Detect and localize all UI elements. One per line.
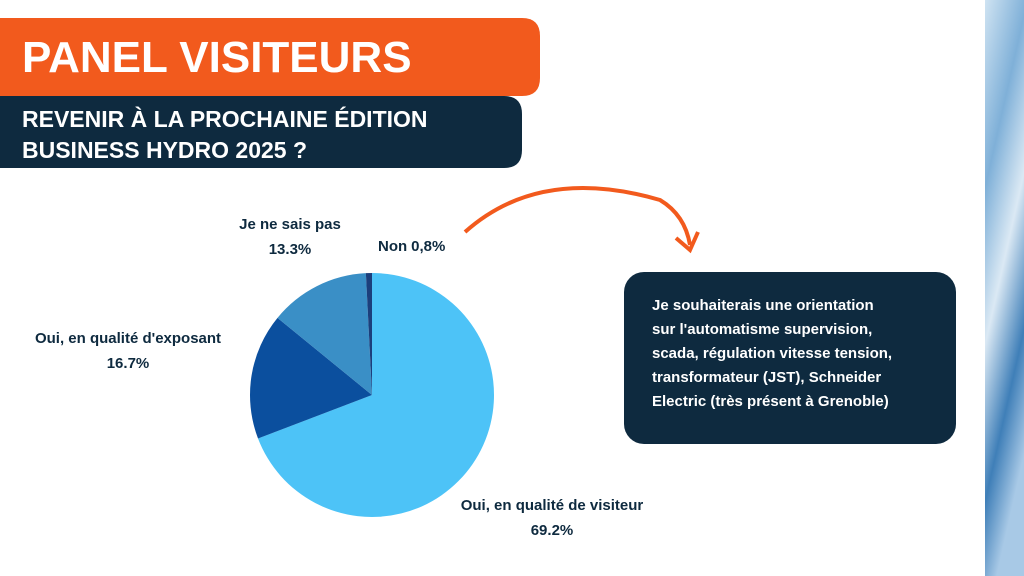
slice-label-group: Non 0,8% bbox=[378, 238, 445, 255]
slice-label: Oui, en qualité d'exposant bbox=[35, 330, 221, 347]
water-strip bbox=[985, 0, 1024, 576]
pie-slice bbox=[258, 273, 494, 517]
slice-label: Je ne sais pas bbox=[239, 216, 341, 233]
note-line: sur l'automatisme supervision, bbox=[652, 321, 872, 338]
subtitle: REVENIR À LA PROCHAINE ÉDITION bbox=[22, 105, 428, 132]
title-band bbox=[0, 18, 540, 96]
subtitle: BUSINESS HYDRO 2025 ? bbox=[22, 137, 307, 163]
arrow bbox=[463, 186, 692, 246]
note-line: transformateur (JST), Schneider bbox=[652, 369, 881, 386]
slice-label: Non bbox=[378, 238, 407, 255]
value-label: 13.3% bbox=[269, 241, 312, 258]
pie-chart: Oui, en qualité de visiteur 69.2% Oui, en … bbox=[35, 216, 643, 539]
title: PANEL VISITEURS bbox=[22, 33, 412, 82]
arrow-head bbox=[674, 231, 700, 254]
note-line: Electric (très présent à Grenoble) bbox=[652, 393, 889, 410]
subtitle-band bbox=[0, 96, 522, 168]
value-label: 69.2% bbox=[531, 522, 574, 539]
note-line: scada, régulation vitesse tension, bbox=[652, 345, 892, 362]
value-label: 0,8% bbox=[411, 238, 445, 255]
note-box bbox=[624, 272, 956, 444]
pie-slice bbox=[277, 273, 372, 395]
slice-label: Oui, en qualité de visiteur bbox=[461, 497, 644, 514]
pie-slice bbox=[365, 273, 372, 395]
note: Je souhaiterais une orientation sur l'aut… bbox=[652, 297, 892, 410]
pie-slice bbox=[250, 317, 372, 439]
value-label: 16.7% bbox=[107, 355, 150, 372]
note-line: Je souhaiterais une orientation bbox=[652, 297, 874, 314]
